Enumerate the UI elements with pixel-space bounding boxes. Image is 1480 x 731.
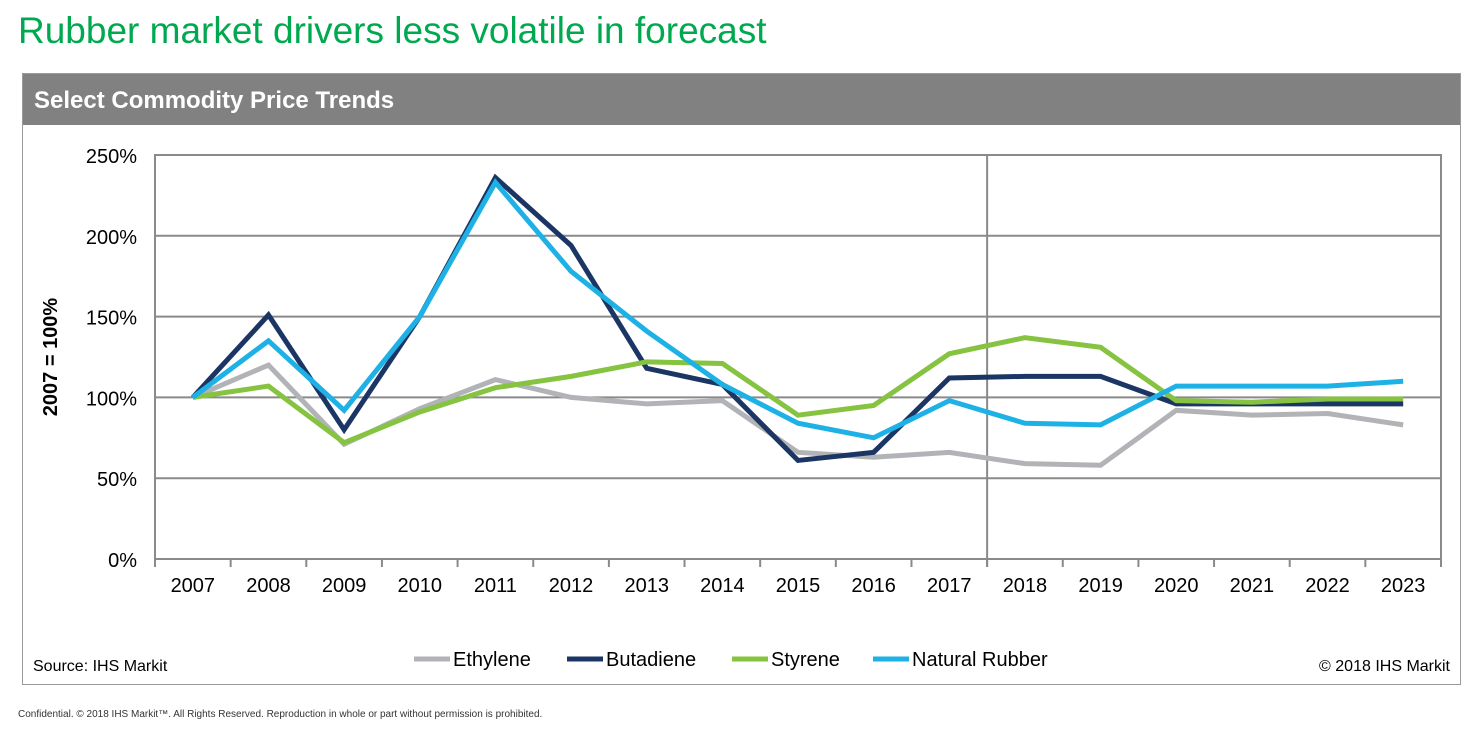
x-tick-label: 2021 xyxy=(1230,575,1275,597)
x-tick-label: 2023 xyxy=(1381,575,1426,597)
x-tick-label: 2017 xyxy=(927,575,972,597)
y-tick-label: 0% xyxy=(108,550,137,572)
x-tick-label: 2020 xyxy=(1154,575,1199,597)
x-tick-label: 2019 xyxy=(1078,575,1123,597)
page-title: Rubber market drivers less volatile in f… xyxy=(18,10,767,51)
x-tick-label: 2022 xyxy=(1305,575,1350,597)
series-line-butadiene xyxy=(190,173,1404,464)
legend-label: Natural Rubber xyxy=(912,649,1048,671)
legend-label: Butadiene xyxy=(606,649,696,671)
confidential-footer: Confidential. © 2018 IHS Markit™. All Ri… xyxy=(18,709,543,720)
x-tick-label: 2009 xyxy=(322,575,367,597)
copyright-note: © 2018 IHS Markit xyxy=(1319,658,1450,675)
plot-area xyxy=(154,154,1442,560)
x-tick-label: 2018 xyxy=(1003,575,1048,597)
x-tick-label: 2008 xyxy=(246,575,291,597)
y-tick-label: 150% xyxy=(86,308,137,330)
x-tick-label: 2016 xyxy=(851,575,896,597)
panel-title: Select Commodity Price Trends xyxy=(34,87,395,114)
legend-label: Ethylene xyxy=(453,649,531,671)
y-tick-label: 100% xyxy=(86,388,137,410)
series-line-styrene xyxy=(192,335,1404,446)
y-tick-label: 200% xyxy=(86,227,137,249)
x-tick-label: 2014 xyxy=(700,575,745,597)
y-axis-label: 2007 = 100% xyxy=(40,298,62,417)
series-line-natural-rubber xyxy=(191,178,1404,441)
chart-panel: Select Commodity Price Trends Source: IH… xyxy=(22,73,1461,685)
legend-label: Styrene xyxy=(771,649,840,671)
panel-header: Select Commodity Price Trends xyxy=(23,74,1460,125)
x-tick-label: 2012 xyxy=(549,575,594,597)
x-tick-label: 2007 xyxy=(171,575,216,597)
y-tick-label: 250% xyxy=(86,146,137,168)
x-tick-label: 2015 xyxy=(776,575,821,597)
x-tick-label: 2011 xyxy=(474,575,517,597)
y-tick-label: 50% xyxy=(97,469,137,491)
source-note: Source: IHS Markit xyxy=(33,658,168,675)
x-tick-label: 2013 xyxy=(624,575,669,597)
x-tick-label: 2010 xyxy=(398,575,443,597)
